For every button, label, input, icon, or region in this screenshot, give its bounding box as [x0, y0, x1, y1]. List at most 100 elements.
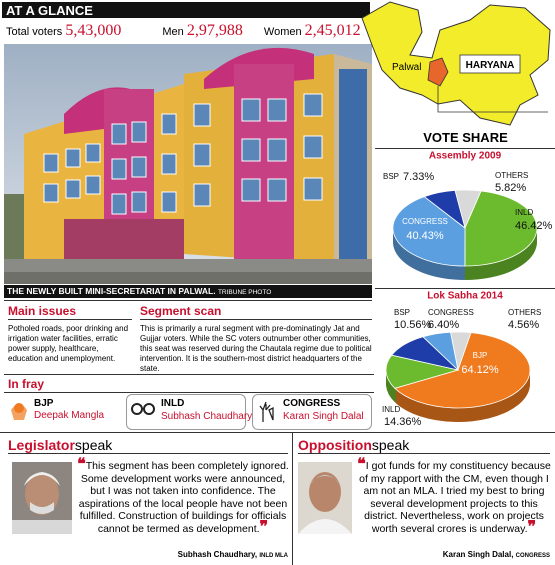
pie-slice-side	[391, 340, 458, 374]
pie-slice-side	[454, 200, 482, 238]
pie-slice-side	[424, 202, 465, 240]
party-symbol	[131, 403, 155, 415]
attribution-name: Subhash Chaudhary,	[177, 550, 258, 559]
quote: ❝This segment has been completely ignore…	[77, 456, 289, 536]
chart-title: Lok Sabha 2014	[427, 291, 503, 302]
slice-label: OTHERS	[495, 171, 528, 180]
pie-slice	[454, 189, 482, 230]
stat-label: Men	[162, 26, 184, 38]
party-symbol	[259, 401, 274, 422]
main-issues: Main issues Potholed roads, poor drinkin…	[8, 304, 132, 364]
pie-slice-side	[423, 338, 458, 376]
pie-slice-side	[450, 345, 472, 384]
slice-value: 6.40%	[428, 319, 459, 331]
quote: ❝I got funds for my constituency because…	[357, 456, 551, 536]
pie-slice-side	[391, 348, 458, 382]
pie-slice-side	[391, 342, 458, 376]
pie-slice-side	[386, 369, 458, 403]
pie-slice-side	[450, 335, 472, 374]
pie-slice-side	[393, 210, 465, 280]
pie-slice	[422, 331, 459, 372]
in-fray-title: In fray	[8, 377, 45, 391]
slice-value: 4.56%	[508, 319, 539, 331]
pie-slice-side	[424, 192, 465, 230]
vote-share-title: VOTE SHARE	[423, 130, 508, 145]
pie-slice-side	[423, 336, 458, 374]
pie-slice-side	[424, 198, 465, 236]
divider	[4, 374, 374, 375]
pie-slice-side	[424, 196, 465, 234]
pie-slice-side	[423, 334, 458, 372]
pie-slice-side	[450, 342, 472, 380]
pie-slice-side	[391, 344, 458, 378]
pie-slice-side	[394, 338, 530, 415]
divider	[292, 432, 293, 565]
attribution-role: CONGRESS	[515, 553, 550, 559]
pie-slice-side	[386, 361, 458, 395]
pie-slice-side	[464, 194, 537, 270]
pie-slice-side	[450, 344, 472, 382]
pie-slice-side	[450, 340, 472, 378]
pie-slice-side	[464, 202, 537, 278]
photo-caption: THE NEWLY BUILT MINI-SECRETARIAT IN PALW…	[7, 286, 216, 296]
stat-value: 2,97,988	[186, 22, 243, 39]
slice-value: 7.33%	[403, 171, 434, 183]
stat-value: 5,43,000	[65, 22, 122, 39]
slice-label: INLD	[382, 405, 400, 414]
attribution: Subhash Chaudhary, INLD MLA	[150, 550, 288, 559]
quote-text: I got funds for my constituency because …	[359, 460, 551, 535]
speak-title-a: Legislator	[8, 437, 75, 453]
pie-slice-side	[393, 204, 465, 274]
pie-slice-side	[394, 334, 530, 410]
quote-text: This segment has been completely ignored…	[78, 460, 289, 535]
slice-value: 46.42%	[515, 220, 553, 232]
speak-title-b: speak	[371, 437, 410, 453]
slice-label: CONGRESS	[402, 217, 448, 226]
map-state: HARYANA	[466, 60, 515, 71]
attribution-role: INLD MLA	[259, 553, 288, 559]
speak-title: Legislatorspeak	[8, 437, 288, 454]
slice-label: OTHERS	[508, 308, 541, 317]
speak-title-b: speak	[74, 437, 113, 453]
pie-slice	[464, 190, 538, 267]
party: CONGRESS	[283, 398, 341, 409]
pie-slice-side	[394, 344, 530, 420]
pie-slice-side	[393, 208, 465, 278]
segment-scan: Segment scan This is primarily a rural s…	[140, 304, 372, 374]
pie-slice-side	[464, 192, 537, 268]
pie-slice-side	[454, 191, 482, 230]
photo	[4, 44, 372, 284]
photo-credit: TRIBUNE PHOTO	[217, 289, 272, 296]
slice-value: 64.12%	[461, 364, 499, 376]
candidate: CONGRESS Karan Singh Dalal	[252, 394, 372, 430]
pie-slice-side	[393, 202, 465, 272]
pie-slice-side	[386, 357, 458, 391]
stats-row: Total voters 5,43,000 Men 2,97,988 Women…	[6, 22, 370, 40]
divider	[375, 288, 555, 289]
pie-slice	[392, 196, 466, 267]
pie-slice-side	[386, 359, 458, 393]
candidate-name: Karan Singh Dalal	[283, 411, 364, 422]
pie-slice-side	[450, 338, 472, 376]
candidate: BJP Deepak Mangla	[8, 396, 128, 428]
pie-slice-side	[394, 340, 530, 416]
pie-slice	[394, 332, 531, 409]
slice-label: BSP	[394, 308, 410, 317]
stat-value: 2,45,012	[304, 22, 361, 39]
pie-slice-side	[423, 342, 458, 380]
pie-slice-side	[386, 363, 458, 397]
pie-slice	[423, 189, 466, 230]
map-district: Palwal	[392, 62, 421, 73]
pie-slice-side	[394, 342, 530, 418]
speak-title-a: Opposition	[298, 437, 372, 453]
pie-slice-side	[454, 196, 482, 234]
header-title: AT A GLANCE	[6, 3, 93, 18]
slice-label: CONGRESS	[428, 308, 474, 317]
portrait	[12, 462, 72, 534]
divider	[375, 148, 555, 149]
slice-value: 14.36%	[384, 416, 422, 428]
pie-slice-side	[423, 340, 458, 378]
pie-slice-side	[393, 198, 465, 268]
party: BJP	[34, 398, 54, 409]
